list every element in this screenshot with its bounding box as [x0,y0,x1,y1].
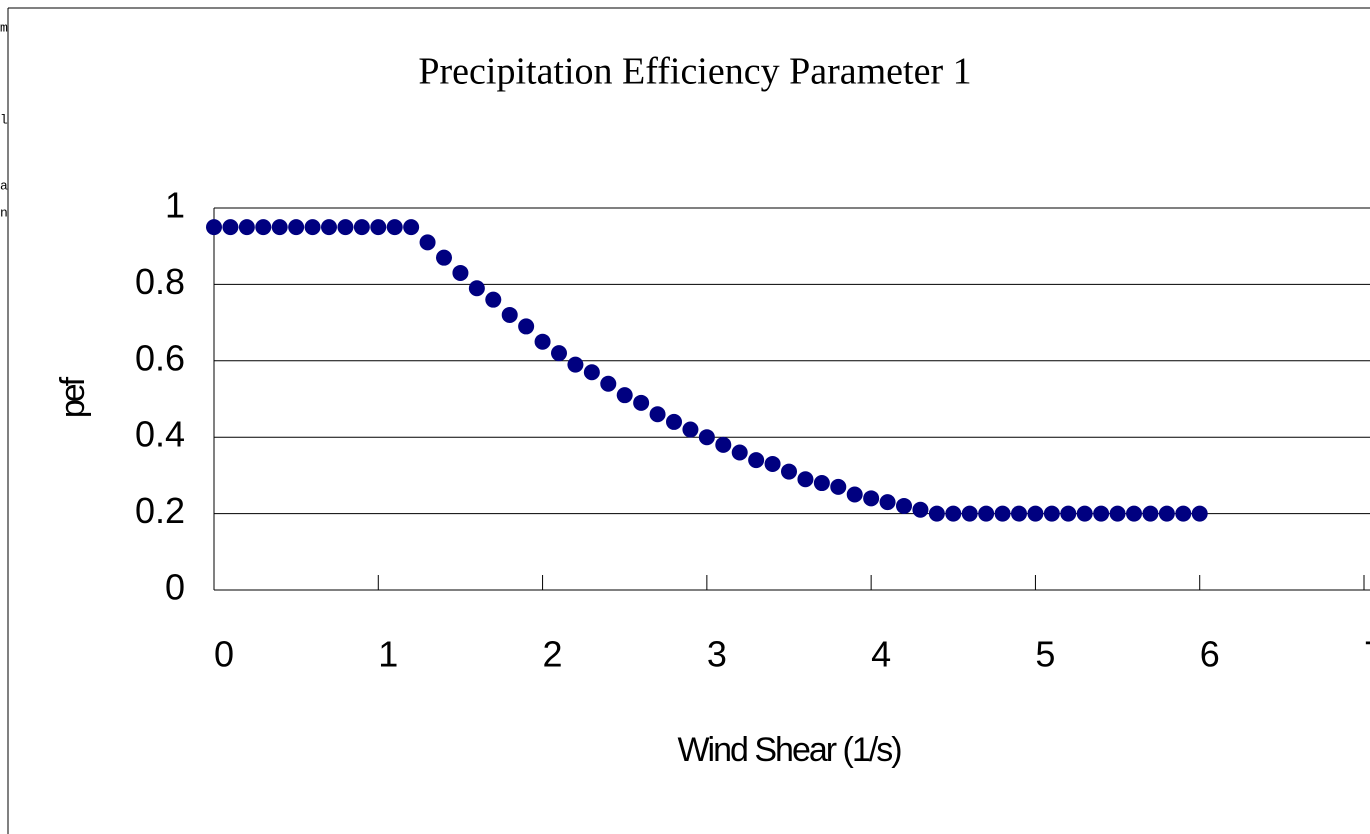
x-tick-label: 4 [871,634,891,675]
point [1060,505,1077,522]
y-tick-label: 0.4 [135,414,185,455]
point [485,291,502,308]
point [222,219,239,236]
point [928,505,945,522]
point [255,219,272,236]
point [1142,505,1159,522]
point [1027,505,1044,522]
point [370,219,387,236]
x-tick-label: 5 [1035,634,1055,675]
point [518,318,535,335]
y-tick-label: 0 [165,567,185,608]
point [978,505,995,522]
point [1175,505,1192,522]
point [386,219,403,236]
point [551,345,567,362]
y-axis-label: pef [54,376,92,418]
point [879,494,896,511]
point [994,505,1011,522]
point [353,219,370,236]
point [863,490,880,507]
point [649,406,666,423]
point [961,505,978,522]
point [1093,505,1110,522]
point [912,501,929,518]
point [468,280,485,297]
point [583,364,600,381]
point [1158,505,1175,522]
point [1126,505,1142,522]
x-tick-label: 0 [214,634,234,675]
point [321,219,337,236]
point [419,234,436,251]
point [945,505,962,522]
point [600,375,617,392]
point [534,333,551,350]
chart-title: Precipitation Efficiency Parameter 1 [418,51,971,93]
point [567,356,584,373]
point [452,264,469,281]
left-fragment: n [0,205,8,220]
point [813,475,830,492]
point [304,219,321,236]
x-tick-label: 7 [1364,634,1370,675]
y-tick-label: 0.6 [135,337,185,378]
point [682,421,699,438]
point [1043,505,1060,522]
left-fragment: m [0,20,8,35]
point [698,429,715,446]
point [896,497,912,514]
point [748,452,765,469]
x-tick-label: 3 [707,634,727,675]
point [271,219,288,236]
point [715,436,732,453]
point [781,463,797,480]
point [403,219,420,236]
point [1011,505,1027,522]
point [1109,505,1126,522]
point [238,219,255,236]
point [288,219,305,236]
x-tick-label: 1 [378,634,398,675]
y-tick-label: 0.2 [135,490,185,531]
x-tick-label: 6 [1200,634,1220,675]
point [797,471,814,488]
point [633,394,650,411]
x-axis-label: Wind Shear (1/s) [677,731,901,769]
left-fragment: a [0,178,8,193]
point [830,478,847,495]
point [501,306,518,323]
point [1076,505,1093,522]
x-tick-label: 2 [543,634,563,675]
point [206,219,222,236]
point [846,486,863,503]
point [666,413,682,430]
point [764,455,781,472]
point [436,249,452,266]
point [731,444,748,461]
point [616,387,633,404]
left-fragment: l [0,112,8,127]
point [1191,505,1208,522]
y-tick-label: 1 [165,185,185,226]
y-tick-label: 0.8 [135,261,185,302]
point [337,219,354,236]
